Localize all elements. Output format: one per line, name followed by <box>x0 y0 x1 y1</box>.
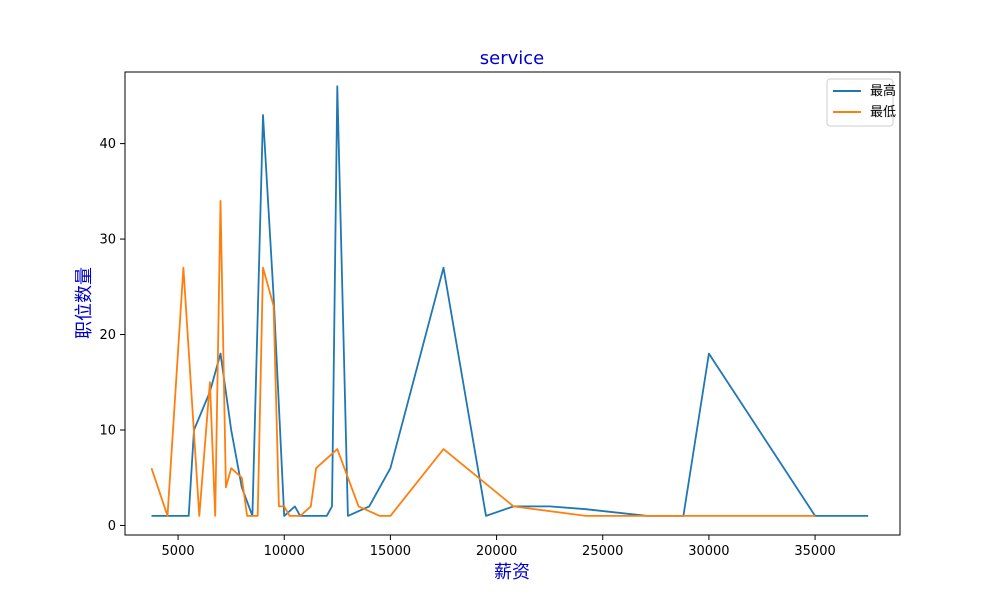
legend: 最高 最低 <box>826 78 896 127</box>
legend-label-min: 最低 <box>870 105 896 120</box>
x-tick-label: 35000 <box>794 544 835 559</box>
x-axis: 5000 10000 15000 20000 25000 30000 35000 <box>162 535 836 559</box>
plot-area <box>124 71 901 536</box>
series-line-min <box>150 199 816 517</box>
y-axis-label: 职位数量 <box>74 267 95 339</box>
x-tick-label: 5000 <box>162 544 195 559</box>
y-tick-label: 0 <box>108 519 116 534</box>
legend-label-max: 最高 <box>870 83 896 99</box>
y-tick-label: 10 <box>99 423 116 438</box>
x-tick-label: 20000 <box>476 544 517 559</box>
y-tick-label: 30 <box>99 233 116 248</box>
series-line-max <box>151 85 869 517</box>
x-tick-label: 10000 <box>264 544 305 559</box>
x-tick-label: 15000 <box>370 544 411 559</box>
x-tick-label: 25000 <box>582 544 623 559</box>
x-tick-label: 30000 <box>688 544 729 559</box>
series-lines <box>150 85 869 517</box>
chart-title: service <box>480 48 544 69</box>
y-tick-label: 20 <box>99 328 116 343</box>
x-axis-label: 薪资 <box>494 562 530 583</box>
y-tick-label: 40 <box>99 137 116 152</box>
y-axis: 0 10 20 30 40 <box>99 137 125 534</box>
